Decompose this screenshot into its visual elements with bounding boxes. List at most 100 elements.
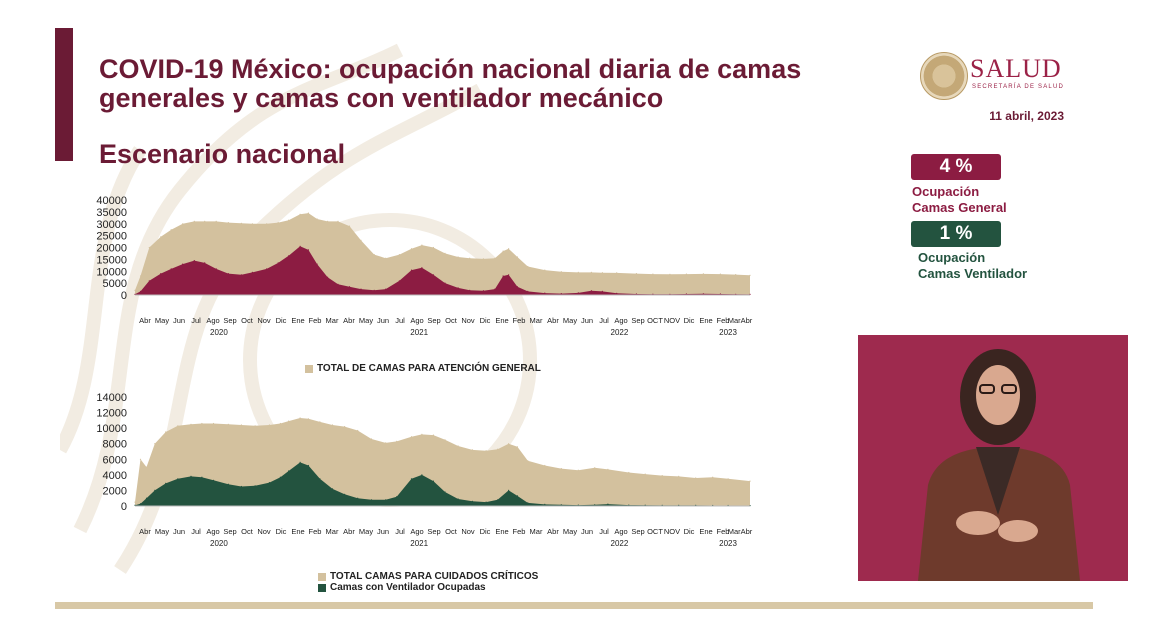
page-subtitle: Escenario nacional — [99, 139, 346, 169]
ventilator-beds-occupied-area-point — [201, 476, 203, 478]
total-critical-beds-area-point — [628, 471, 630, 474]
total-critical-beds-area-point — [201, 422, 203, 425]
y-tick-label: 0 — [121, 501, 127, 513]
general-beds-occupied-area-point — [160, 273, 162, 275]
x-month-label: Nov — [257, 527, 271, 536]
total-general-beds-area-point — [348, 225, 351, 227]
general-beds-occupied-area-point — [385, 288, 387, 290]
y-tick-label: 0 — [121, 290, 127, 302]
total-critical-beds-area-point — [544, 464, 546, 467]
total-general-beds-area-point — [749, 274, 751, 276]
ventilator-beds-occupied-area-point — [331, 488, 334, 490]
general-beds-occupied-area-point — [544, 292, 546, 294]
x-month-label: Sep — [427, 316, 440, 325]
x-month-label: Mar — [326, 316, 339, 325]
x-month-label: Oct — [241, 527, 254, 536]
general-beds-occupied-area-point — [348, 286, 351, 288]
ventilator-beds-occupied-area-point — [344, 493, 346, 495]
page-title: COVID-19 México: ocupación nacional diar… — [99, 54, 802, 113]
x-month-label: Feb — [513, 527, 526, 536]
total-critical-beds-area-point — [644, 473, 646, 475]
x-month-label: Jun — [377, 527, 389, 536]
total-general-beds-area-point — [160, 236, 162, 238]
ventilator-beds-occupied-area-point — [139, 503, 142, 505]
general-beds-occupied-area-point — [193, 260, 195, 262]
total-general-beds-area-point — [227, 222, 229, 224]
y-tick-label: 14000 — [96, 392, 127, 404]
x-month-label: Nov — [257, 316, 271, 325]
ventilator-beds-occupied-area-point — [577, 504, 579, 506]
total-critical-beds-area-point — [661, 475, 663, 477]
x-month-label: Abr — [139, 316, 151, 325]
total-critical-beds-area-point — [432, 434, 434, 436]
x-month-label: May — [359, 527, 373, 536]
ventilator-beds-occupied-area-point — [307, 464, 309, 467]
ventilator-beds-occupied-area-point — [560, 504, 562, 506]
total-general-beds-area-point — [560, 271, 562, 273]
ventilator-beds-occupied-area-point — [319, 478, 321, 480]
ventilator-beds-occupied-area-point — [190, 475, 192, 477]
total-critical-beds-area-point — [331, 424, 334, 426]
total-general-beds-area-point — [544, 269, 546, 271]
total-general-beds-area-point — [616, 272, 618, 274]
y-tick-label: 20000 — [96, 243, 127, 255]
ventilator-beds-occupied-area-point — [628, 504, 630, 506]
total-general-beds-area-point — [204, 220, 206, 222]
total-critical-beds-area-point — [577, 469, 579, 471]
general-beds-occupied-area-point — [373, 289, 375, 291]
x-month-label: Sep — [223, 527, 236, 536]
x-month-label: Dic — [276, 316, 287, 325]
ventilator-beds-occupied-area-point — [385, 499, 387, 501]
total-general-beds-area-point — [299, 213, 301, 215]
legend-swatch-ventilator — [318, 583, 326, 592]
x-month-label: Dic — [276, 527, 287, 536]
ventilator-beds-occupied-area-point — [508, 489, 510, 491]
legend-label-total-general: TOTAL DE CAMAS PARA ATENCIÓN GENERAL — [317, 363, 541, 374]
x-month-label: Sep — [427, 527, 440, 536]
general-beds-occupied-area-point — [360, 288, 362, 290]
total-general-beds-area-point — [685, 273, 688, 275]
general-beds-occupied-area-point — [432, 274, 434, 276]
x-month-label: Feb — [717, 527, 730, 536]
x-month-label: Jul — [191, 316, 201, 325]
x-month-label: Jun — [581, 316, 593, 325]
total-critical-beds-area-point — [279, 422, 281, 425]
y-tick-label: 5000 — [103, 278, 127, 290]
total-general-beds-area-point — [251, 223, 253, 225]
x-year-label: 2020 — [210, 539, 228, 548]
total-general-beds-area-point — [385, 257, 387, 259]
general-beds-occupied-area-point — [316, 263, 318, 265]
total-critical-beds-area-point — [177, 425, 179, 427]
total-critical-beds-area-point — [560, 468, 562, 470]
total-general-beds-area-point — [316, 218, 318, 220]
national-seal-icon — [920, 52, 968, 100]
interpreter-figure — [918, 349, 1080, 581]
general-beds-occupied-area-point — [702, 293, 705, 295]
total-critical-beds-area-point — [299, 417, 301, 419]
ventilator-beds-occupied-area-point — [444, 491, 446, 493]
total-critical-beds-area-point — [695, 477, 697, 479]
general-beds-occupied-area-point — [494, 288, 496, 290]
total-general-beds-area-point — [577, 271, 579, 273]
ventilator-beds-occupied-area-point — [457, 498, 459, 500]
total-general-beds-area-point — [170, 229, 172, 231]
general-beds-occupied-area-point — [398, 280, 400, 282]
general-beds-occupied-area-point — [719, 293, 722, 295]
x-month-label: Ene — [291, 316, 304, 325]
general-beds-occupied-area-point — [527, 290, 529, 292]
total-critical-beds-area-point — [154, 443, 156, 445]
general-beds-occupied-area-point — [652, 293, 654, 295]
total-critical-beds-area-point — [145, 466, 148, 468]
total-general-beds-area-point — [482, 258, 484, 260]
total-general-beds-area-point — [652, 273, 654, 275]
x-month-label: Jun — [377, 316, 389, 325]
general-occupancy-badge: 4 % — [911, 154, 1001, 180]
x-year-label: 2023 — [719, 328, 737, 337]
total-critical-beds-area-point — [240, 424, 242, 426]
total-critical-beds-area-point — [268, 424, 270, 426]
total-general-beds-area-point — [307, 212, 309, 214]
general-beds-occupied-area-point — [421, 267, 423, 269]
total-general-beds-area-point — [288, 219, 290, 221]
y-tick-label: 35000 — [96, 207, 127, 219]
